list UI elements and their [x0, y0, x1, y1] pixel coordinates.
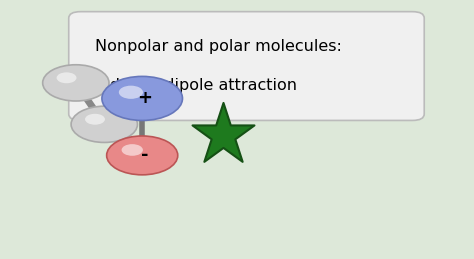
Text: -: -	[141, 146, 148, 164]
Circle shape	[102, 76, 182, 120]
FancyBboxPatch shape	[69, 12, 424, 120]
Text: induced dipole attraction: induced dipole attraction	[95, 78, 297, 93]
Circle shape	[56, 72, 76, 83]
Circle shape	[107, 136, 178, 175]
Circle shape	[43, 65, 109, 101]
Text: Nonpolar and polar molecules:: Nonpolar and polar molecules:	[95, 39, 342, 54]
Text: +: +	[137, 89, 152, 107]
Circle shape	[121, 144, 143, 156]
Circle shape	[85, 114, 105, 125]
Circle shape	[119, 86, 143, 99]
Circle shape	[71, 106, 137, 142]
Point	[219, 133, 227, 137]
